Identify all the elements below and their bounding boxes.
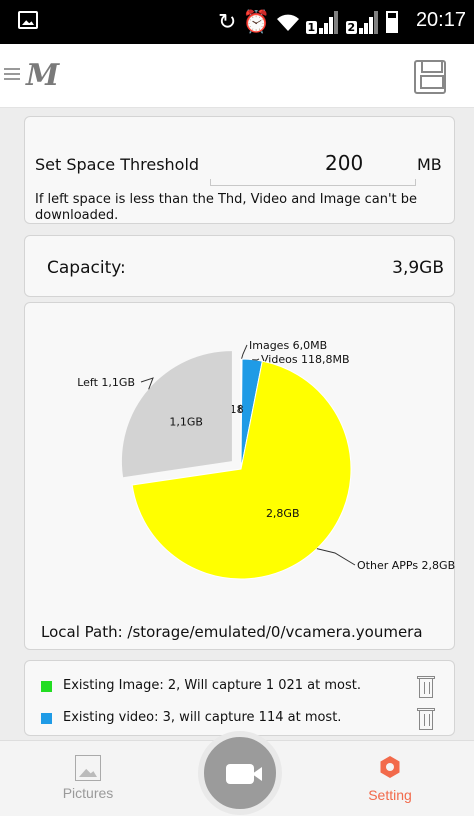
threshold-label: Set Space Threshold xyxy=(35,155,200,174)
media-stats-card: Existing Image: 2, Will capture 1 021 at… xyxy=(24,660,455,736)
nav-pictures-label: Pictures xyxy=(62,785,114,801)
signal-sim2-icon: 2 xyxy=(345,10,380,34)
pie-leader-line xyxy=(140,377,154,390)
pie-slice-other-apps xyxy=(131,360,352,580)
pie-outer-label: Left 1,1GB xyxy=(77,376,135,389)
delete-videos-icon[interactable] xyxy=(417,706,435,730)
menu-icon[interactable] xyxy=(4,68,20,81)
threshold-hint: If left space is less than the Thd, Vide… xyxy=(35,192,418,223)
pie-leader-line xyxy=(241,344,248,360)
sim2-badge: 2 xyxy=(345,21,357,34)
local-path: Local Path: /storage/emulated/0/vcamera.… xyxy=(41,623,423,641)
capacity-card: Capacity: 3,9GB xyxy=(24,235,455,297)
video-color-square xyxy=(41,713,52,724)
sync-icon: ↻ xyxy=(218,9,237,35)
status-time: 20:17 xyxy=(415,9,466,31)
video-camera-icon xyxy=(226,764,262,784)
stat-videos-text: Existing video: 3, will capture 114 at m… xyxy=(63,710,342,725)
pie-leader-line xyxy=(252,358,260,361)
status-bar: ↻ ⏰ 1 2 20:17 xyxy=(0,0,474,44)
nav-setting[interactable]: Setting xyxy=(340,755,440,803)
stat-images-text: Existing Image: 2, Will capture 1 021 at… xyxy=(63,678,361,693)
pictures-icon xyxy=(75,755,101,781)
threshold-input[interactable]: 200 xyxy=(325,151,364,175)
stat-row-images: Existing Image: 2, Will capture 1 021 at… xyxy=(37,676,441,698)
nav-pictures[interactable]: Pictures xyxy=(38,755,138,801)
status-icons: ↻ ⏰ 1 2 xyxy=(218,7,398,37)
app-logo: M xyxy=(26,58,59,93)
wifi-icon xyxy=(276,14,299,31)
pie-inner-label: 2,8GB xyxy=(266,507,300,520)
record-button[interactable] xyxy=(198,731,282,815)
pie-outer-label: Images 6,0MB xyxy=(249,339,327,352)
threshold-input-underline xyxy=(210,179,416,186)
threshold-unit: MB xyxy=(417,155,442,174)
pie-outer-label: Videos 118,8MB xyxy=(261,353,350,366)
pie-outer-label: Other APPs 2,8GB xyxy=(357,559,455,572)
sim1-badge: 1 xyxy=(305,21,317,34)
capacity-value: 3,9GB xyxy=(392,258,444,278)
capacity-label: Capacity: xyxy=(47,258,126,278)
bottom-nav: Pictures Setting xyxy=(0,731,474,816)
app-header: M xyxy=(0,44,474,108)
nav-setting-label: Setting xyxy=(368,787,412,803)
delete-images-icon[interactable] xyxy=(417,674,435,698)
signal-sim1-icon: 1 xyxy=(305,10,340,34)
pie-slice-left xyxy=(121,351,232,478)
gallery-notification-icon xyxy=(18,11,38,29)
settings-content: Set Space Threshold 200 MB If left space… xyxy=(0,108,474,740)
alarm-icon: ⏰ xyxy=(242,9,270,35)
battery-icon xyxy=(385,11,398,33)
save-icon[interactable] xyxy=(414,60,446,94)
gear-icon xyxy=(380,756,400,778)
pie-leader-line xyxy=(316,548,356,566)
image-color-square xyxy=(41,681,52,692)
threshold-card: Set Space Threshold 200 MB If left space… xyxy=(24,116,455,224)
pie-inner-label: 1,1GB xyxy=(169,416,203,429)
stat-row-videos: Existing video: 3, will capture 114 at m… xyxy=(37,708,441,730)
